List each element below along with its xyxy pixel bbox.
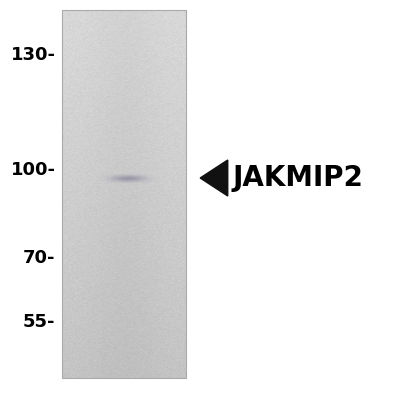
Text: 100-: 100- [10,161,56,179]
Text: JAKMIP2: JAKMIP2 [233,164,364,192]
Polygon shape [200,160,228,196]
Bar [62,10,186,378]
Text: 55-: 55- [23,313,56,331]
Text: 70-: 70- [23,249,56,267]
Text: 130-: 130- [10,46,56,64]
